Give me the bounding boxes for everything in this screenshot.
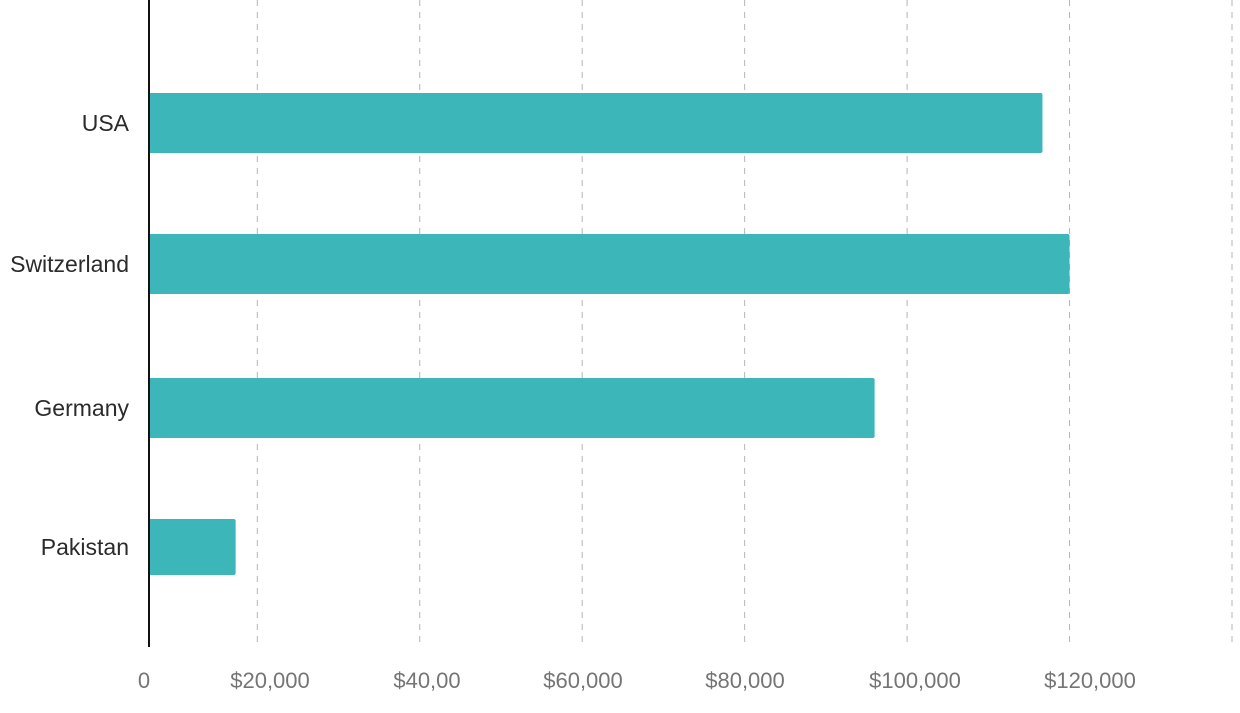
bar-germany [149, 378, 875, 438]
bar-pakistan [149, 519, 236, 575]
x-tick-label: $80,000 [705, 668, 785, 693]
category-label: USA [82, 110, 130, 136]
x-tick-label: 0 [138, 668, 150, 693]
category-labels: USA Switzerland Germany Pakistan [10, 110, 130, 560]
x-tick-label: $60,000 [543, 668, 623, 693]
x-tick-label: $20,000 [230, 668, 310, 693]
x-axis-tick-labels: 0 $20,000 $40,00 $60,000 $80,000 $100,000 $120… [138, 668, 1136, 693]
x-tick-label: $40,00 [393, 668, 460, 693]
x-tick-label: $100,000 [869, 668, 961, 693]
x-tick-label: $120,000 [1044, 668, 1136, 693]
category-label: Germany [34, 395, 129, 421]
bar-usa [149, 93, 1043, 153]
bars [149, 93, 1070, 575]
category-label: Pakistan [41, 534, 129, 560]
bar-switzerland [149, 234, 1070, 294]
category-label: Switzerland [10, 251, 129, 277]
